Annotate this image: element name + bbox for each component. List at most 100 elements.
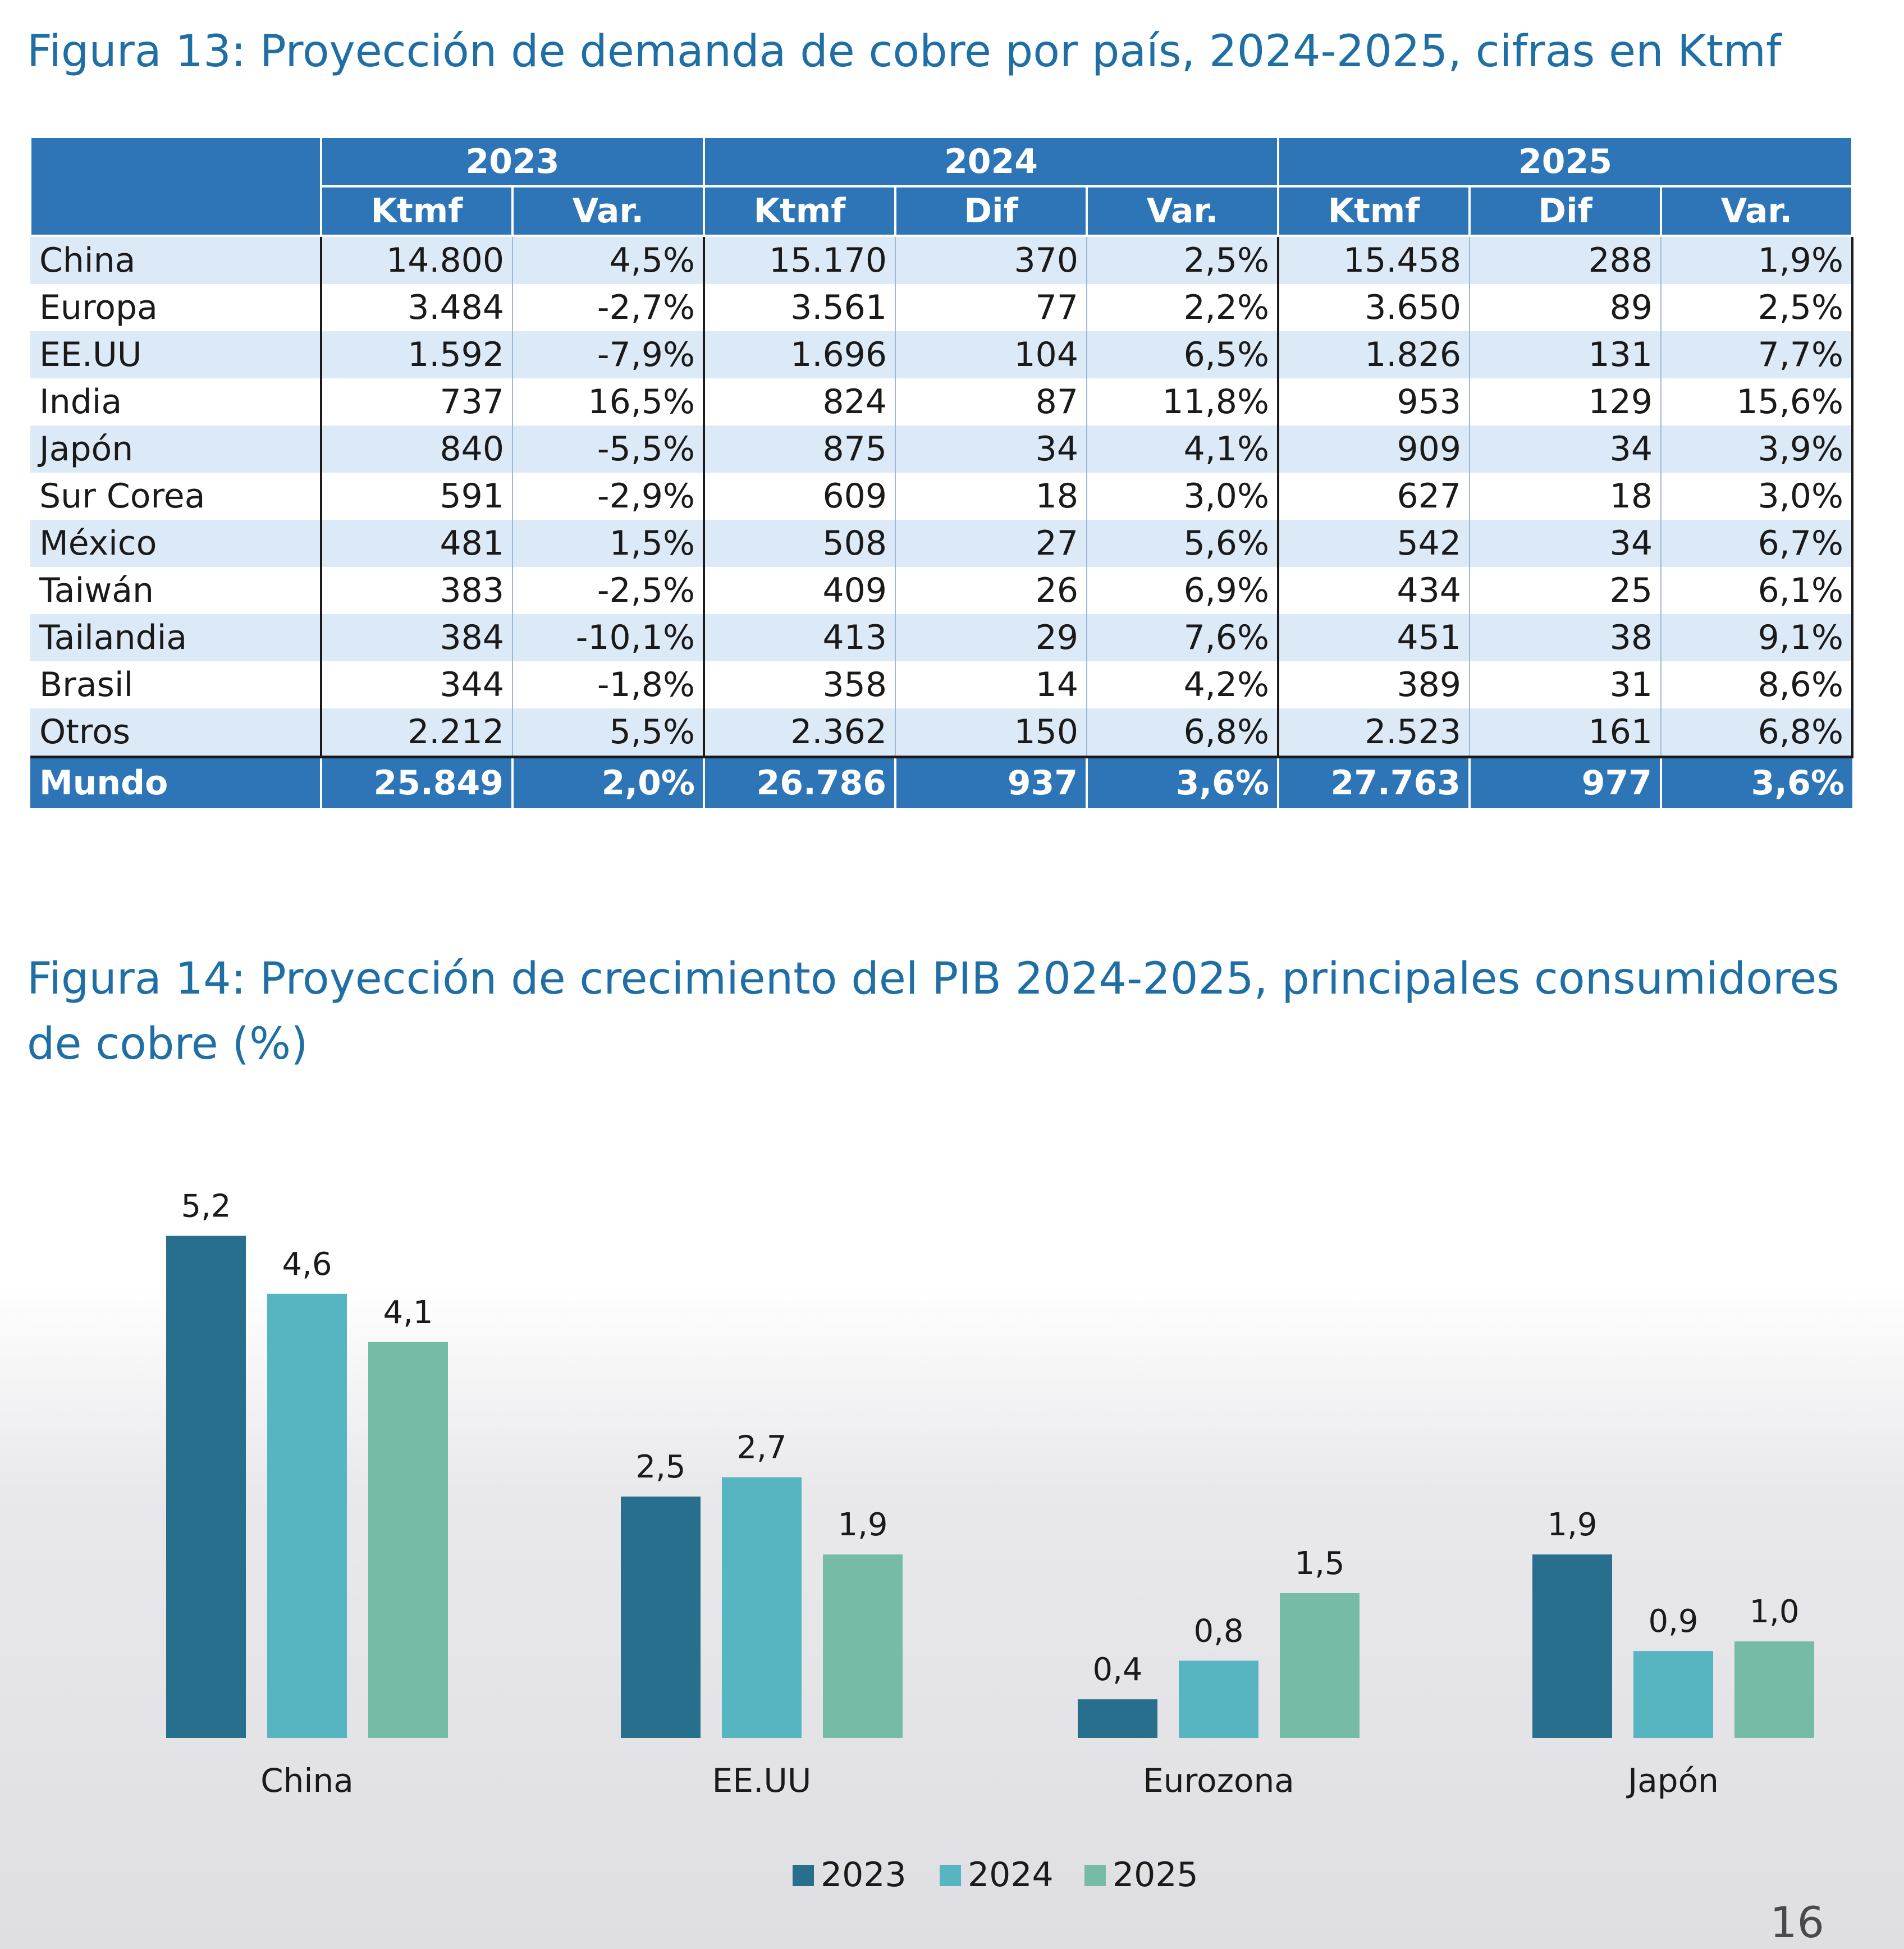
- value-cell: 131: [1469, 331, 1661, 378]
- bar-eeuu-2024: [722, 1477, 802, 1738]
- value-cell: -5,5%: [512, 426, 705, 473]
- country-cell: Japón: [30, 426, 322, 473]
- value-cell: 29: [895, 614, 1087, 661]
- figure-14-title: Figura 14: Proyección de crecimiento del…: [27, 954, 1840, 1069]
- value-cell: 9,1%: [1660, 614, 1853, 661]
- value-cell: 27: [895, 520, 1087, 567]
- category-label: Eurozona: [1143, 1762, 1294, 1800]
- value-cell: 3,0%: [1660, 473, 1853, 520]
- legend-label-2023: 2023: [821, 1855, 907, 1895]
- legend-swatch-2023: [793, 1865, 814, 1886]
- bar-japn-2023: [1532, 1554, 1612, 1738]
- value-cell: 840: [321, 426, 512, 473]
- bar-china-2024: [267, 1293, 347, 1738]
- value-cell: 7,6%: [1086, 614, 1279, 661]
- unit-header-dif: Dif: [894, 185, 1088, 237]
- value-cell: 409: [703, 567, 895, 614]
- value-cell: 1,9%: [1660, 236, 1853, 284]
- value-cell: 7,7%: [1660, 331, 1853, 378]
- value-cell: 2.523: [1278, 708, 1470, 758]
- total-value-cell: 2,0%: [511, 757, 704, 808]
- value-cell: 3.484: [321, 284, 512, 331]
- value-cell: 4,5%: [512, 236, 705, 284]
- value-cell: 14.800: [321, 236, 512, 284]
- value-cell: -1,8%: [512, 661, 705, 708]
- value-cell: 909: [1278, 426, 1470, 473]
- value-cell: 824: [703, 378, 895, 426]
- bar-value-label: 1,9: [837, 1507, 887, 1543]
- value-cell: 451: [1278, 614, 1470, 661]
- bar-eeuu-2025: [823, 1554, 903, 1738]
- bar-value-label: 1,5: [1294, 1545, 1344, 1582]
- total-value-cell: 977: [1468, 757, 1661, 808]
- value-cell: 591: [321, 473, 512, 520]
- value-cell: 609: [703, 473, 895, 520]
- value-cell: 150: [895, 708, 1087, 758]
- bar-eeuu-2023: [621, 1497, 701, 1738]
- value-cell: 25: [1469, 567, 1661, 614]
- value-cell: 2,5%: [1086, 236, 1279, 284]
- copper-demand-table: 2023 2024 2025 Ktmf Var. Ktmf Dif Var. Ktmf Di…: [29, 136, 1853, 808]
- gdp-growth-chart: 5,2 4,6 4,1 China 2,5 2,7 1,9 EE.UU 0,4 0,8 1,5 Eur…: [0, 1140, 1904, 1949]
- bar-value-label: 0,4: [1092, 1651, 1142, 1688]
- country-cell: Sur Corea: [30, 473, 322, 520]
- bar-eurozona-2024: [1179, 1660, 1258, 1738]
- table-row: Japón 840 -5,5% 875 34 4,1% 909 34 3,9%: [30, 426, 1853, 473]
- total-label: Mundo: [30, 757, 322, 808]
- bar-value-label: 0,8: [1193, 1613, 1243, 1649]
- value-cell: 481: [321, 520, 512, 567]
- total-row: Mundo 25.849 2,0% 26.786 937 3,6% 27.763 977 3,6…: [30, 757, 1852, 808]
- bar-japn-2025: [1734, 1641, 1814, 1738]
- value-cell: 11,8%: [1086, 378, 1279, 426]
- unit-header-var: Var.: [1660, 185, 1853, 237]
- value-cell: 953: [1278, 378, 1470, 426]
- unit-header-var: Var.: [1086, 185, 1279, 237]
- value-cell: 288: [1469, 236, 1661, 284]
- value-cell: 6,8%: [1086, 708, 1279, 758]
- value-cell: 6,5%: [1086, 331, 1279, 378]
- value-cell: 129: [1469, 378, 1661, 426]
- value-cell: 737: [321, 378, 512, 426]
- country-cell: Otros: [30, 708, 322, 758]
- value-cell: 6,7%: [1660, 520, 1853, 567]
- total-value-cell: 3,6%: [1660, 757, 1852, 808]
- total-value-cell: 27.763: [1277, 757, 1470, 808]
- value-cell: 89: [1469, 284, 1661, 331]
- value-cell: 1.592: [321, 331, 512, 378]
- value-cell: -7,9%: [512, 331, 705, 378]
- value-cell: 344: [321, 661, 512, 708]
- value-cell: 3.650: [1278, 284, 1470, 331]
- legend-swatch-2024: [940, 1865, 961, 1886]
- total-value-cell: 937: [894, 757, 1087, 808]
- value-cell: -10,1%: [512, 614, 705, 661]
- value-cell: 875: [703, 426, 895, 473]
- bar-value-label: 4,6: [282, 1246, 332, 1283]
- country-cell: Taiwán: [30, 567, 322, 614]
- value-cell: 18: [1469, 473, 1661, 520]
- table-row: Europa 3.484 -2,7% 3.561 77 2,2% 3.650 89 2,5%: [30, 284, 1853, 331]
- bar-value-label: 4,1: [383, 1294, 433, 1331]
- country-cell: Brasil: [30, 661, 322, 708]
- figure-13-title: Figura 13: Proyección de demanda de cobr…: [27, 26, 1782, 77]
- table-row: México 481 1,5% 508 27 5,6% 542 34 6,7%: [30, 520, 1853, 567]
- bar-value-label: 0,9: [1648, 1603, 1698, 1640]
- year-header-2025: 2025: [1277, 136, 1853, 187]
- value-cell: 18: [895, 473, 1087, 520]
- unit-header-dif: Dif: [1468, 185, 1662, 237]
- value-cell: 161: [1469, 708, 1661, 758]
- page-number: 16: [1770, 1897, 1824, 1947]
- value-cell: 34: [895, 426, 1087, 473]
- country-cell: México: [30, 520, 322, 567]
- value-cell: 8,6%: [1660, 661, 1853, 708]
- value-cell: 2,2%: [1086, 284, 1279, 331]
- unit-header-ktmf: Ktmf: [320, 185, 514, 237]
- legend-swatch-2025: [1084, 1865, 1106, 1886]
- bar-value-label: 1,9: [1547, 1507, 1597, 1543]
- value-cell: 413: [703, 614, 895, 661]
- bar-value-label: 1,0: [1749, 1594, 1799, 1630]
- table-row: China 14.800 4,5% 15.170 370 2,5% 15.458 288 1,9…: [30, 236, 1853, 284]
- country-cell: EE.UU: [30, 331, 322, 378]
- value-cell: 34: [1469, 426, 1661, 473]
- unit-header-var: Var.: [511, 185, 705, 237]
- value-cell: 87: [895, 378, 1087, 426]
